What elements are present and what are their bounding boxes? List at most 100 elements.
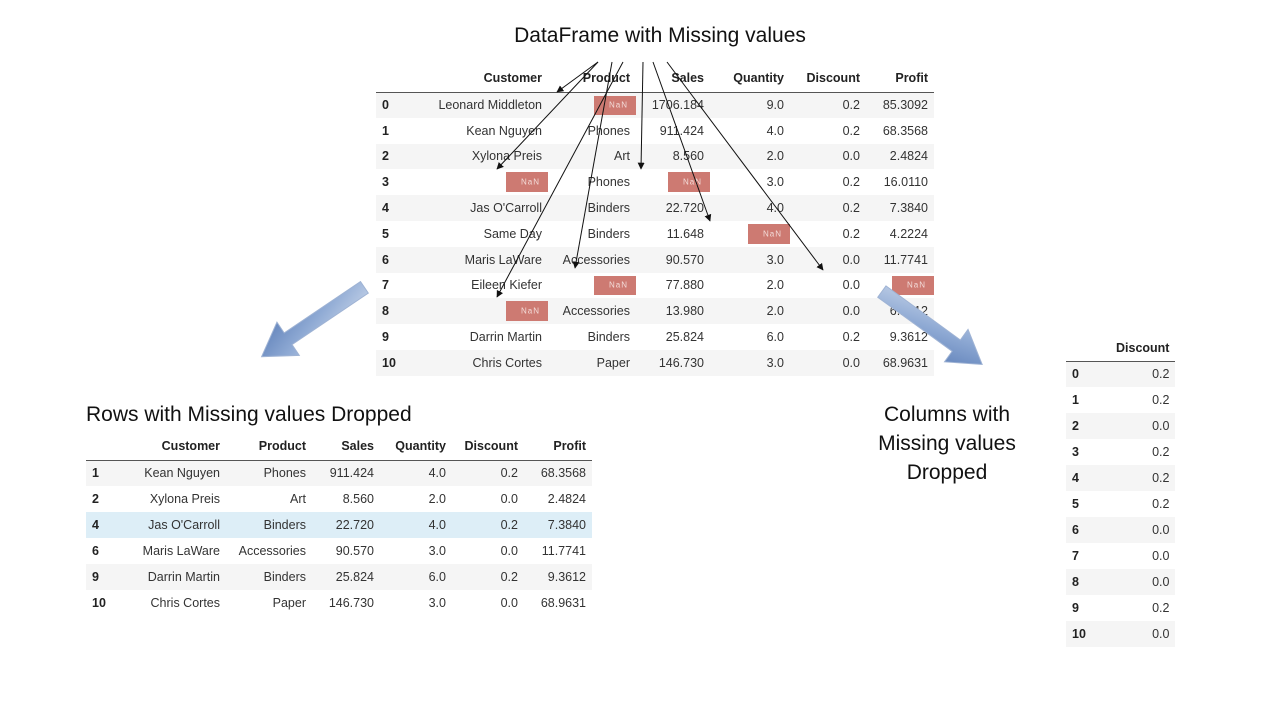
header-row: Customer Product Sales Quantity Discount Prof… bbox=[86, 433, 592, 460]
table-cell: 9.3612 bbox=[889, 330, 928, 345]
column-header: Product bbox=[582, 71, 630, 86]
column-header: Product bbox=[258, 439, 306, 454]
table-cell: Chris Cortes bbox=[472, 355, 542, 370]
table-cell: 11.7741 bbox=[541, 544, 586, 558]
row-index: 5 bbox=[382, 226, 389, 241]
table-cell: 22.720 bbox=[335, 518, 374, 532]
table-cell: 4.0 bbox=[766, 201, 784, 216]
table-cell: 0.0 bbox=[500, 596, 518, 610]
nan-cell: NaN bbox=[866, 273, 934, 299]
table-row: 6 0.0 bbox=[1066, 517, 1176, 543]
table-row: 5 0.2 bbox=[1066, 491, 1176, 517]
row-index: 1 bbox=[92, 466, 99, 481]
table-cell: 77.880 bbox=[665, 278, 704, 293]
table-cell: 6.1512 bbox=[889, 304, 928, 319]
table-row: 9 0.2 bbox=[1066, 595, 1176, 621]
table-cell: 1706.184 bbox=[651, 98, 704, 113]
table-cell: Art bbox=[290, 492, 306, 506]
row-index: 2 bbox=[382, 149, 389, 164]
header-row: Customer Product Sales Quantity Discount Prof… bbox=[376, 65, 934, 92]
row-index: 3 bbox=[382, 175, 389, 190]
table-cell: Xylona Preis bbox=[149, 492, 220, 506]
table-row: 10 0.0 bbox=[1066, 621, 1176, 647]
table-cell: 7.3840 bbox=[889, 201, 928, 216]
table-cell: 9.3612 bbox=[547, 570, 586, 584]
table-cell: 3.0 bbox=[766, 252, 784, 267]
table-cell: 9.0 bbox=[766, 98, 784, 113]
nan-label: NaN bbox=[906, 280, 926, 290]
table-cell: 13.980 bbox=[665, 304, 704, 319]
table-row: 3 0.2 bbox=[1066, 439, 1176, 465]
table-cell: Accessories bbox=[562, 252, 630, 267]
table-cell: Phones bbox=[587, 175, 630, 190]
column-header: Sales bbox=[341, 439, 374, 454]
table-cell: 90.570 bbox=[335, 544, 374, 558]
row-index: 10 bbox=[1072, 627, 1086, 641]
column-header: Customer bbox=[483, 71, 542, 86]
table-cell: Darrin Martin bbox=[147, 570, 220, 584]
row-index: 6 bbox=[382, 252, 389, 267]
index-header bbox=[376, 65, 412, 92]
nan-label: NaN bbox=[520, 177, 540, 187]
table-row: 7 0.0 bbox=[1066, 543, 1176, 569]
row-index: 5 bbox=[1072, 497, 1079, 511]
table-cell: 68.3568 bbox=[882, 123, 928, 138]
column-header: Discount bbox=[1116, 341, 1170, 356]
row-index: 4 bbox=[92, 518, 99, 532]
column-header: Discount bbox=[806, 71, 860, 86]
table-cell: 2.0 bbox=[766, 149, 784, 164]
row-index: 10 bbox=[382, 355, 396, 370]
row-index: 2 bbox=[1072, 419, 1079, 433]
table-row: 2 0.0 bbox=[1066, 413, 1176, 439]
table-row: 2 Xylona Preis Art 8.560 2.0 0.0 2.4824 bbox=[86, 486, 592, 512]
table-cell: 2.0 bbox=[766, 278, 784, 293]
table-cell: 68.3568 bbox=[540, 466, 586, 481]
columns-dropped-caption: Columns with Missing values Dropped bbox=[878, 403, 1016, 484]
table-row: 10 Chris Cortes Paper 146.730 3.0 0.0 68.9631 bbox=[86, 590, 592, 616]
table-cell: 0.2 bbox=[842, 201, 860, 216]
row-index: 0 bbox=[1072, 367, 1079, 382]
table-row: 6 Maris LaWare Accessories 90.570 3.0 0.0 11.7… bbox=[86, 538, 592, 564]
row-index: 4 bbox=[382, 201, 389, 216]
table-cell: 146.730 bbox=[328, 596, 374, 610]
table-cell: 0.0 bbox=[842, 304, 860, 319]
column-header: Discount bbox=[464, 439, 518, 454]
table-cell: Phones bbox=[587, 123, 630, 138]
nan-cell: NaN bbox=[636, 169, 710, 195]
table-cell: 22.720 bbox=[665, 201, 704, 216]
row-index: 7 bbox=[1072, 549, 1079, 563]
table-cell: 0.2 bbox=[500, 466, 518, 481]
arrow-to-rows-dropped bbox=[260, 280, 370, 358]
nan-cell: NaN bbox=[412, 169, 548, 195]
table-cell: 4.2224 bbox=[889, 226, 928, 241]
table-cell: Jas O'Carroll bbox=[148, 518, 220, 532]
table-row: 6 Maris LaWare Accessories 90.570 3.0 0.0 11.7… bbox=[376, 246, 934, 273]
column-header: Quantity bbox=[733, 71, 784, 86]
table-cell: 2.0 bbox=[766, 304, 784, 319]
table-row: 4 Jas O'Carroll Binders 22.720 4.0 0.2 7.3840 bbox=[86, 512, 592, 538]
table-cell: 0.2 bbox=[1152, 445, 1170, 459]
row-index: 0 bbox=[382, 98, 389, 113]
nan-label: NaN bbox=[608, 100, 628, 110]
table-row: 1 Kean Nguyen Phones 911.424 4.0 0.2 68.3568 bbox=[86, 460, 592, 486]
table-cell: Binders bbox=[263, 518, 306, 532]
table-row: 0 Leonard Middleton NaN 1706.184 9.0 0.2 85.30… bbox=[376, 92, 934, 118]
table-cell: 2.4824 bbox=[547, 492, 586, 506]
diagram-title: DataFrame with Missing values bbox=[514, 24, 806, 47]
table-cell: Binders bbox=[263, 570, 306, 584]
index-header bbox=[1066, 336, 1110, 361]
table-row: 7 Eileen Kiefer NaN 77.880 2.0 0.0 NaN bbox=[376, 272, 934, 299]
table-cell: Binders bbox=[587, 201, 630, 216]
table-row: 2 Xylona Preis Art 8.560 2.0 0.0 2.4824 bbox=[376, 143, 934, 170]
table-cell: 25.824 bbox=[665, 330, 704, 345]
table-cell: 0.0 bbox=[842, 355, 860, 370]
table-cell: 90.570 bbox=[665, 252, 704, 267]
row-index: 1 bbox=[1072, 393, 1079, 407]
nan-cell: NaN bbox=[548, 92, 636, 118]
table-cell: 0.0 bbox=[1152, 523, 1170, 537]
table-cell: 2.4824 bbox=[889, 149, 928, 164]
table-cell: 16.0110 bbox=[883, 175, 928, 190]
table-cell: Paper bbox=[272, 596, 306, 610]
row-index: 6 bbox=[92, 544, 99, 558]
table-row: 4 0.2 bbox=[1066, 465, 1176, 491]
